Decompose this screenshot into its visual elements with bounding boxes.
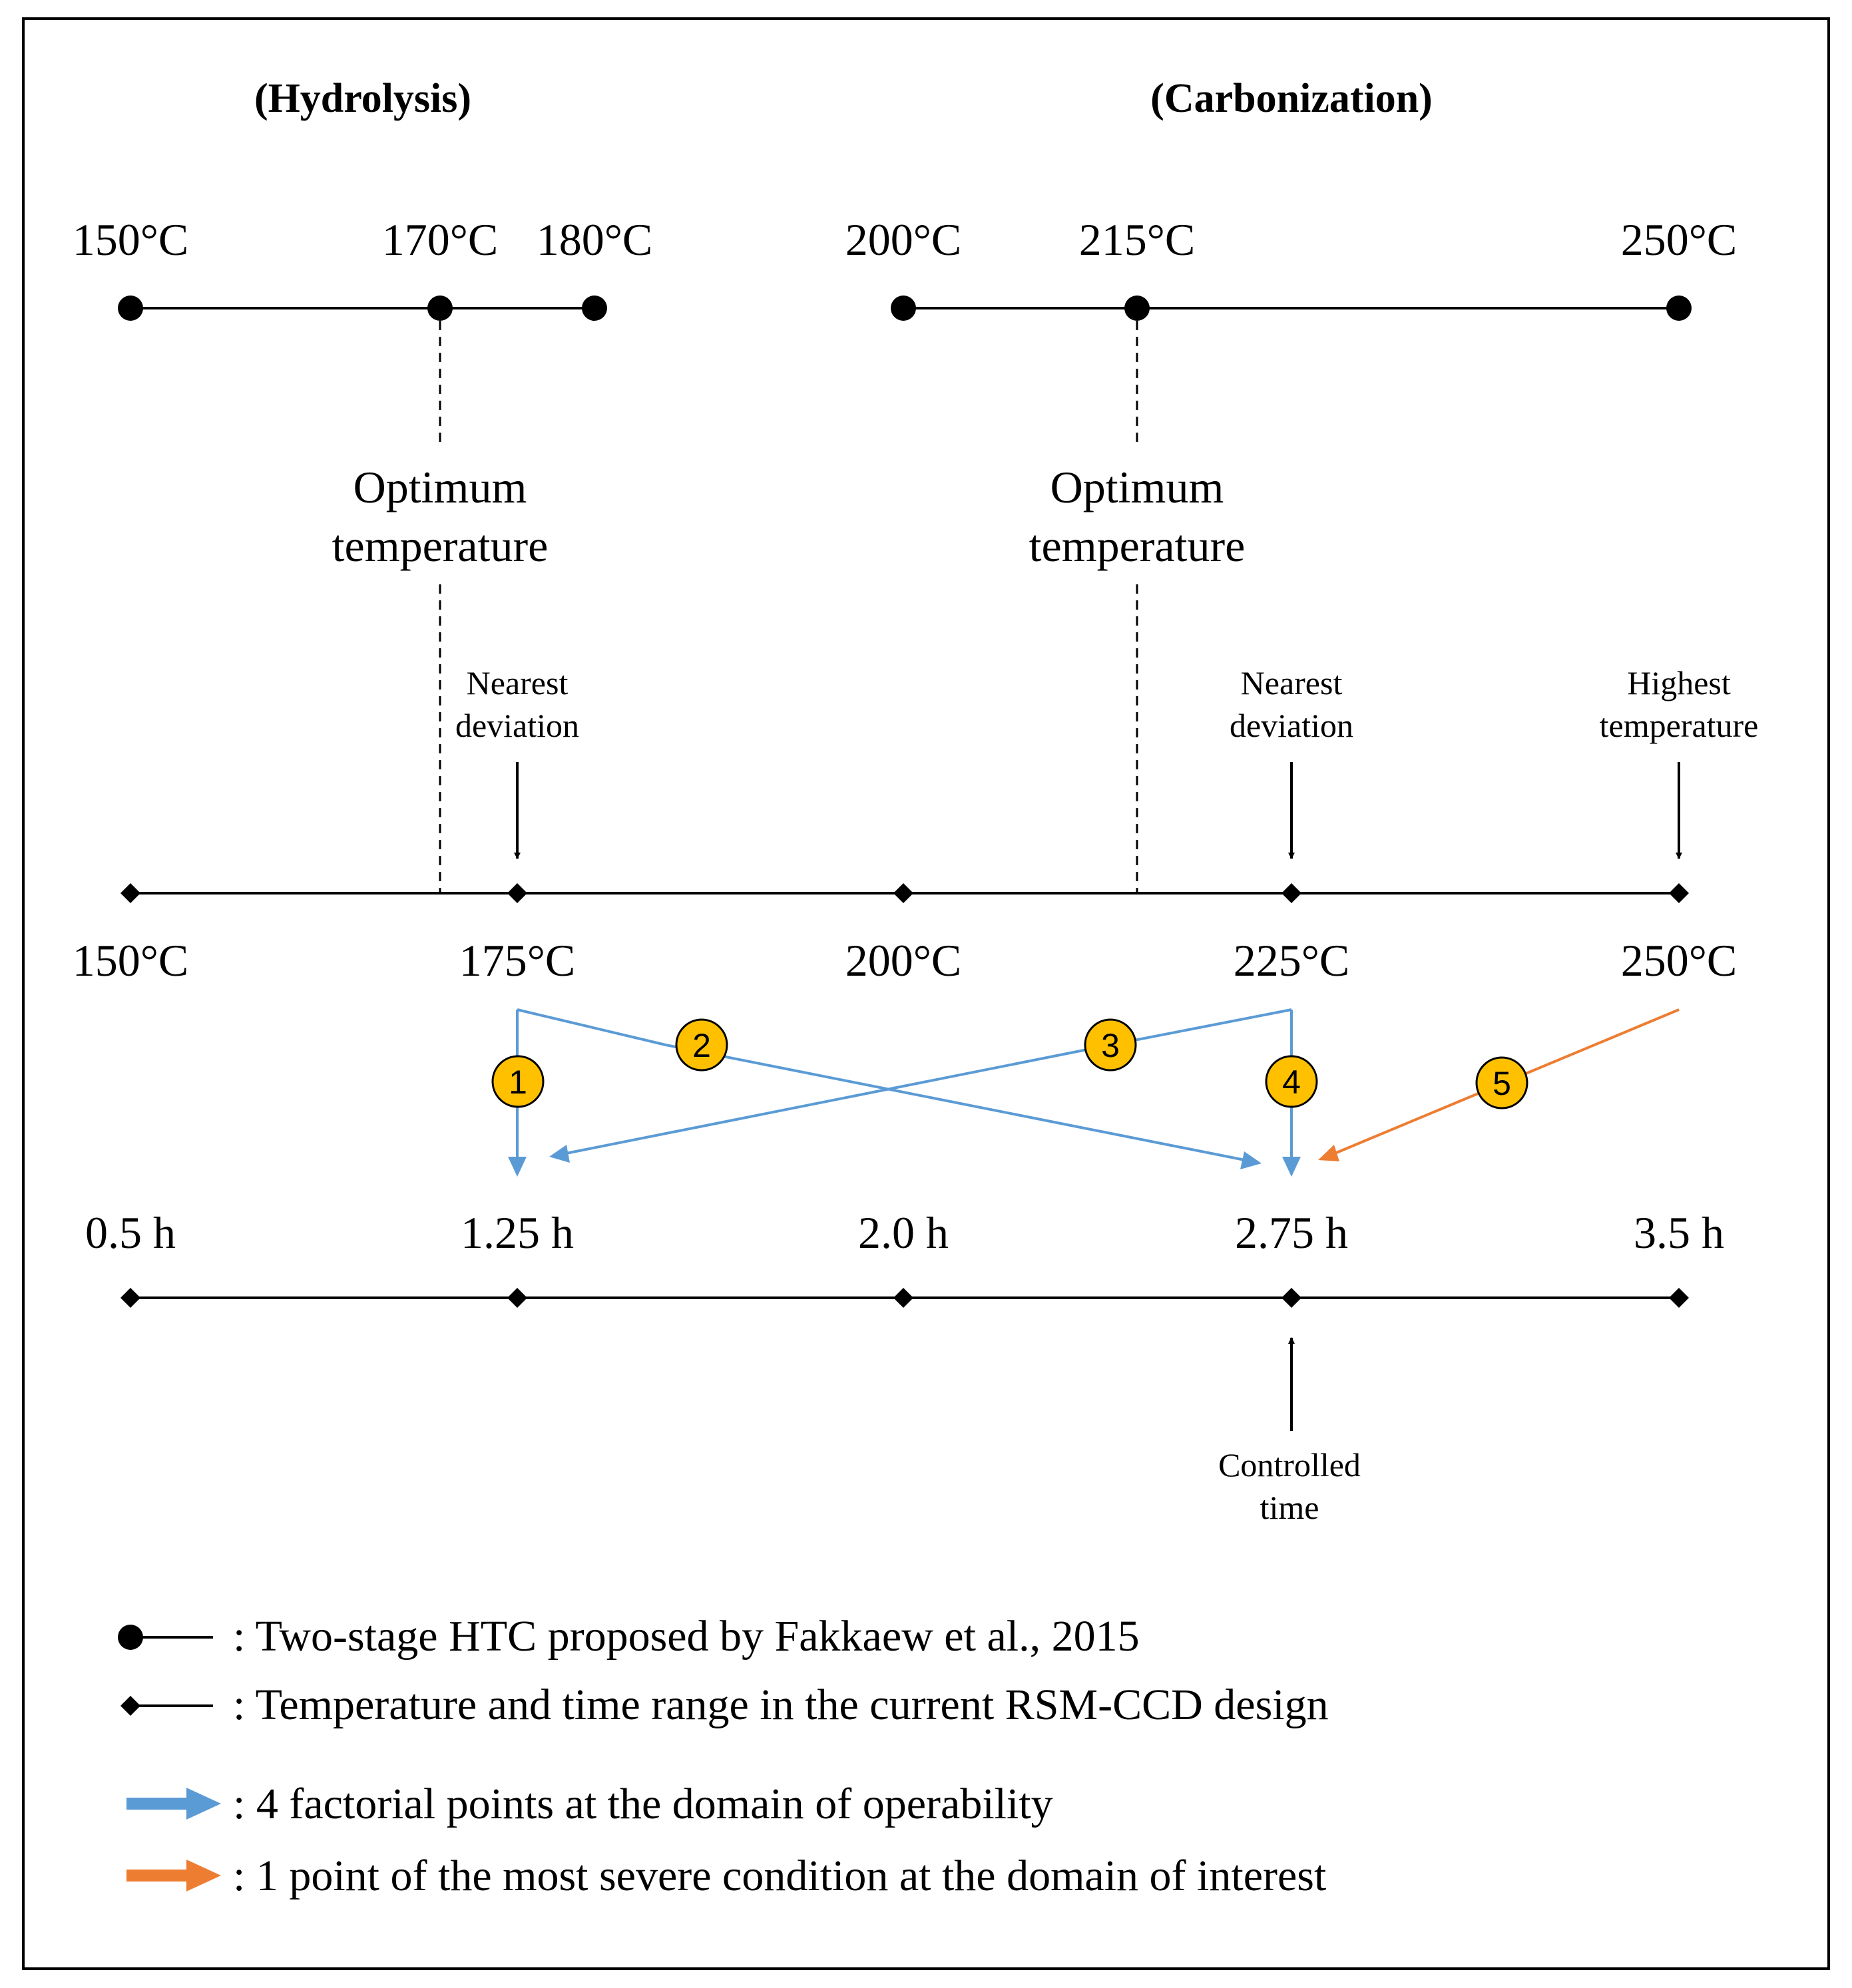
nearest-deviation-left-1: Nearest: [467, 664, 569, 701]
time-label-2.0: 2.0 h: [858, 1207, 949, 1258]
temp-label-200: 200°C: [845, 935, 962, 986]
timeline-dot: [582, 296, 607, 321]
optimum-right-line1: Optimum: [1050, 462, 1224, 512]
axis-diamond: [120, 883, 140, 903]
highest-temperature-1: Highest: [1627, 664, 1731, 701]
highest-temperature-2: temperature: [1600, 707, 1759, 744]
axis-diamond: [1281, 1288, 1301, 1308]
carbonization-timeline: [891, 296, 1692, 321]
hydrolysis-timeline: [118, 296, 607, 321]
timeline-dot: [1666, 296, 1692, 321]
axis-diamond: [507, 883, 527, 903]
legend-circle-line-symbol: [118, 1625, 213, 1650]
arrow-3: [565, 1008, 1292, 1155]
marker-4: 4: [1265, 1055, 1318, 1108]
marker-3: 3: [1084, 1018, 1137, 1072]
legend-orange-arrow-text: : 1 point of the most severe condition a…: [233, 1852, 1326, 1900]
optimum-left-line2: temperature: [332, 520, 549, 571]
time-label-1.25: 1.25 h: [461, 1207, 574, 1258]
timeline-dot: [427, 296, 453, 321]
axis-diamond: [1669, 1288, 1689, 1308]
temp-label-150: 150°C: [73, 935, 189, 986]
time-label-2.75: 2.75 h: [1235, 1207, 1348, 1258]
svg-text:5: 5: [1493, 1065, 1511, 1102]
svg-text:3: 3: [1101, 1027, 1120, 1064]
temp-label-250: 250°C: [1621, 935, 1737, 986]
nearest-deviation-right-1: Nearest: [1241, 664, 1343, 701]
legend: : Two-stage HTC proposed by Fakkaew et a…: [118, 1612, 1329, 1900]
optimum-right-line2: temperature: [1029, 520, 1246, 571]
controlled-time-1: Controlled: [1218, 1446, 1361, 1484]
top-label-180: 180°C: [537, 214, 653, 265]
marker-1: 1: [491, 1055, 545, 1108]
optimum-left-line1: Optimum: [353, 462, 527, 512]
diagram-frame: [22, 17, 1830, 1970]
svg-text:1: 1: [509, 1064, 527, 1101]
svg-text:2: 2: [692, 1027, 711, 1064]
top-label-170: 170°C: [382, 214, 499, 265]
top-label-150: 150°C: [73, 214, 189, 265]
arrow-2: [517, 1008, 1246, 1161]
hydrolysis-title: (Hydrolysis): [254, 76, 471, 121]
time-label-3.5: 3.5 h: [1634, 1207, 1724, 1258]
axis-diamond: [120, 1288, 140, 1308]
top-label-200: 200°C: [845, 214, 962, 265]
timeline-dot: [891, 296, 916, 321]
legend-orange-arrow-symbol: [126, 1860, 221, 1891]
marker-2: 2: [675, 1018, 728, 1072]
axis-diamond: [507, 1288, 527, 1308]
axis-diamond: [893, 883, 913, 903]
legend-diamond-line-symbol: [120, 1696, 213, 1716]
nearest-deviation-left-2: deviation: [455, 707, 579, 744]
time-label-0.5: 0.5 h: [85, 1207, 176, 1258]
temperature-axis: [120, 883, 1689, 903]
temp-label-225: 225°C: [1234, 935, 1350, 986]
temp-label-175: 175°C: [459, 935, 576, 986]
legend-blue-arrow-text: : 4 factorial points at the domain of op…: [233, 1780, 1053, 1828]
top-label-250: 250°C: [1621, 214, 1737, 265]
axis-diamond: [1669, 883, 1689, 903]
timeline-dot: [1124, 296, 1150, 321]
marker-5: 5: [1475, 1056, 1528, 1109]
time-axis: [120, 1288, 1689, 1308]
legend-blue-arrow-symbol: [126, 1788, 221, 1820]
nearest-deviation-right-2: deviation: [1230, 707, 1353, 744]
carbonization-title: (Carbonization): [1150, 76, 1433, 121]
controlled-time-2: time: [1260, 1489, 1319, 1526]
top-label-215: 215°C: [1079, 214, 1196, 265]
axis-diamond: [1281, 883, 1301, 903]
legend-circle-line-text: : Two-stage HTC proposed by Fakkaew et a…: [233, 1612, 1140, 1661]
svg-text:4: 4: [1282, 1064, 1301, 1101]
timeline-dot: [118, 296, 143, 321]
legend-diamond-line-text: : Temperature and time range in the curr…: [233, 1681, 1329, 1729]
blue-factorial-arrows: [508, 1008, 1301, 1177]
axis-diamond: [893, 1288, 913, 1308]
